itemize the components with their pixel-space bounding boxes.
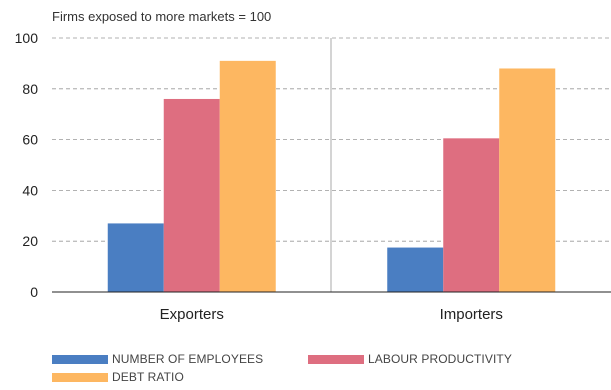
x-axis-labels: Exporters Importers: [160, 306, 503, 323]
legend-label: LABOUR PRODUCTIVITY: [368, 352, 512, 366]
legend-swatch: [308, 354, 364, 364]
bar-debt-ratio-importers: [499, 68, 556, 292]
bar-chart: 0 20 40 60 80 100 Exporters Importers: [15, 30, 611, 323]
legend-label: DEBT RATIO: [112, 370, 184, 384]
bar-number-of-employees-exporters: [107, 223, 164, 292]
y-tick-label: 100: [15, 30, 39, 46]
y-tick-label: 80: [22, 81, 38, 97]
bar-labour-productivity-exporters: [163, 98, 220, 293]
y-axis-labels: 0 20 40 60 80 100: [15, 30, 39, 300]
bar-labour-productivity-importers: [443, 138, 500, 292]
legend-swatch: [52, 372, 108, 382]
x-category-label: Exporters: [160, 306, 224, 323]
x-category-label: Importers: [440, 306, 503, 323]
y-tick-label: 40: [22, 182, 38, 198]
y-tick-label: 20: [22, 233, 38, 249]
y-tick-label: 60: [22, 132, 38, 148]
legend-label: NUMBER OF EMPLOYEES: [112, 352, 264, 366]
bar-number-of-employees-importers: [387, 247, 444, 292]
bars: [107, 60, 556, 293]
legend-item: DEBT RATIO: [52, 370, 184, 384]
legend-item: LABOUR PRODUCTIVITY: [308, 352, 512, 366]
legend-swatch: [52, 354, 108, 364]
chart-subtitle: Firms exposed to more markets = 100: [52, 9, 272, 24]
legend-item: NUMBER OF EMPLOYEES: [52, 352, 263, 366]
bar-debt-ratio-exporters: [219, 60, 276, 292]
y-tick-label: 0: [30, 284, 38, 300]
